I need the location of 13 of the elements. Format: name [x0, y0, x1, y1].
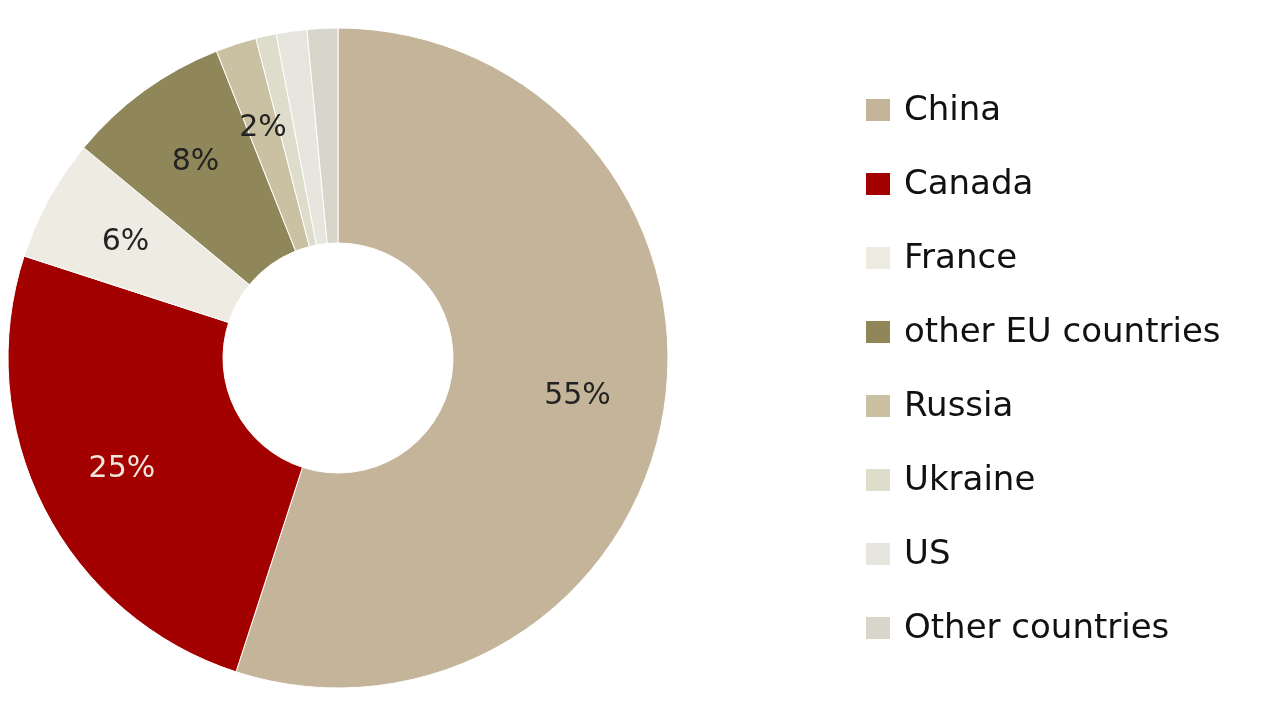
- legend-label: France: [904, 235, 1018, 276]
- data-label: 6%: [101, 221, 150, 257]
- data-label: 55%: [544, 376, 611, 412]
- legend-label: other EU countries: [904, 309, 1221, 350]
- legend-label: Other countries: [904, 605, 1170, 646]
- legend-label: US: [904, 531, 951, 572]
- legend-label: Ukraine: [904, 457, 1036, 498]
- legend-label: Russia: [904, 383, 1014, 424]
- data-label: 25%: [88, 448, 156, 484]
- data-label: 2%: [239, 107, 287, 143]
- legend-label: Canada: [904, 161, 1034, 202]
- legend-label: China: [904, 87, 1002, 128]
- data-label: 8%: [171, 142, 220, 178]
